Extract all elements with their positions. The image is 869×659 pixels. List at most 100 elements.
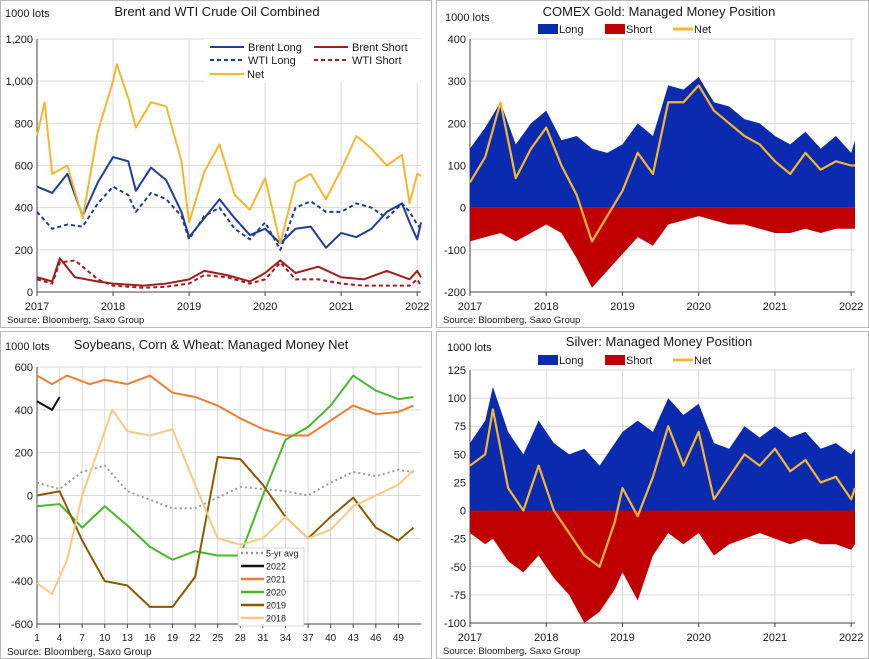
x-tick-label: 2020 xyxy=(686,301,710,313)
y-tick-label: 100 xyxy=(448,161,466,173)
x-tick-label: 10 xyxy=(99,633,111,644)
legend-label: 2022 xyxy=(266,562,286,572)
chart-title: COMEX Gold: Managed Money Position xyxy=(543,4,776,19)
legend-label: Net xyxy=(694,24,711,36)
series-area-short xyxy=(470,510,855,623)
x-tick-label: 2017 xyxy=(25,301,49,313)
x-tick-label: 2021 xyxy=(329,301,353,313)
x-tick-label: 46 xyxy=(370,633,382,644)
x-tick-label: 2022 xyxy=(405,301,429,313)
x-tick-label: 2018 xyxy=(534,301,558,313)
y-tick-label: -400 xyxy=(11,576,33,588)
y-tick-label: 1,200 xyxy=(5,34,33,46)
y-tick-label: 300 xyxy=(448,76,466,88)
x-tick-label: 4 xyxy=(57,633,63,644)
y-tick-label: -50 xyxy=(450,562,466,574)
y-tick-label: 200 xyxy=(448,118,466,130)
y-tick-label: 400 xyxy=(15,405,33,417)
y-tick-label: 50 xyxy=(454,449,466,461)
legend-key-short xyxy=(605,355,625,365)
x-tick-label: 19 xyxy=(167,633,179,644)
y-tick-label: -200 xyxy=(444,287,466,299)
x-tick-label: 37 xyxy=(302,633,314,644)
source-note: Source: Bloomberg, Saxo Group xyxy=(7,315,144,326)
source-note: Source: Bloomberg, Saxo Group xyxy=(443,646,580,657)
y-tick-label: 400 xyxy=(15,203,33,215)
legend-label: Brent Short xyxy=(352,42,408,54)
y-tick-label: 25 xyxy=(454,477,466,489)
y-tick-label: 125 xyxy=(448,365,466,377)
y-tick-label: 0 xyxy=(27,287,33,299)
gold-chart: COMEX Gold: Managed Money Position 1000 l… xyxy=(443,4,863,326)
x-tick-label: 43 xyxy=(348,633,360,644)
grains-chart: Soybeans, Corn & Wheat: Managed Money Ne… xyxy=(5,337,421,658)
x-tick-label: 28 xyxy=(235,633,247,644)
legend-label: WTI Short xyxy=(352,55,402,67)
series-area-long xyxy=(470,76,855,208)
legend-label: WTI Long xyxy=(248,55,296,67)
y-tick-label: 0 xyxy=(460,203,466,215)
series-line-5-yr-avg xyxy=(36,464,414,510)
legend-label: Short xyxy=(626,24,652,36)
y-tick-label: 75 xyxy=(454,421,466,433)
x-tick-label: 2018 xyxy=(101,301,125,313)
series-line-2021 xyxy=(36,374,414,437)
legend-label: Net xyxy=(247,69,264,81)
y-tick-label: -100 xyxy=(444,245,466,257)
x-tick-label: 2018 xyxy=(534,632,558,644)
series-line-2019 xyxy=(36,455,415,608)
y-tick-label: 600 xyxy=(15,362,33,374)
series-line-net xyxy=(469,84,855,243)
x-tick-label: 49 xyxy=(393,633,405,644)
gold-chart-panel: COMEX Gold: Managed Money Position 1000 l… xyxy=(436,0,869,328)
x-tick-label: 40 xyxy=(325,633,337,644)
y-tick-label: 0 xyxy=(460,506,466,518)
x-tick-label: 16 xyxy=(144,633,156,644)
grains-chart-panel: Soybeans, Corn & Wheat: Managed Money Ne… xyxy=(0,331,432,659)
y-tick-label: 400 xyxy=(448,34,466,46)
x-tick-label: 2019 xyxy=(610,632,634,644)
source-note: Source: Bloomberg, Saxo Group xyxy=(443,315,580,326)
x-tick-label: 2020 xyxy=(686,632,710,644)
unit-label: 1000 lots xyxy=(5,8,50,20)
x-tick-label: 2019 xyxy=(177,301,201,313)
y-tick-label: -25 xyxy=(450,534,466,546)
y-tick-label: -600 xyxy=(11,619,33,631)
series-line-net xyxy=(36,63,422,245)
chart-title: Brent and WTI Crude Oil Combined xyxy=(114,4,319,19)
unit-label: 1000 lots xyxy=(445,12,490,24)
x-tick-label: 1 xyxy=(34,633,40,644)
legend-label: Net xyxy=(694,355,711,367)
chart-title: Silver: Managed Money Position xyxy=(566,334,752,349)
unit-label: 1000 lots xyxy=(5,341,50,353)
x-tick-label: 2017 xyxy=(458,632,482,644)
y-tick-label: -75 xyxy=(450,590,466,602)
x-tick-label: 2022 xyxy=(839,301,863,313)
y-tick-label: -100 xyxy=(444,618,466,630)
legend-key-long xyxy=(538,355,558,365)
y-tick-label: 200 xyxy=(15,245,33,257)
series-line-net xyxy=(469,408,857,568)
series-line-wti-short xyxy=(36,259,422,289)
x-tick-label: 22 xyxy=(190,633,202,644)
x-tick-label: 34 xyxy=(280,633,292,644)
silver-chart-panel: Silver: Managed Money Position 1000 lots -… xyxy=(436,331,869,659)
x-tick-label: 31 xyxy=(257,633,269,644)
legend-label: Brent Long xyxy=(248,42,302,54)
x-tick-label: 7 xyxy=(79,633,85,644)
legend-key-short xyxy=(605,24,625,34)
series-line-2020 xyxy=(36,374,414,561)
series-line-wti-long xyxy=(36,185,422,251)
brent-wti-chart-panel: Brent and WTI Crude Oil Combined 1000 lot… xyxy=(0,0,432,328)
y-tick-label: -200 xyxy=(11,533,33,545)
series-line-2022 xyxy=(36,396,61,411)
silver-chart: Silver: Managed Money Position 1000 lots -… xyxy=(443,334,863,657)
legend-label: 2019 xyxy=(266,601,286,611)
x-tick-label: 2017 xyxy=(458,301,482,313)
x-tick-label: 2019 xyxy=(610,301,634,313)
y-tick-label: 200 xyxy=(15,448,33,460)
legend-label: Short xyxy=(626,355,652,367)
legend-label: 2018 xyxy=(266,614,286,624)
x-tick-label: 2021 xyxy=(763,632,787,644)
